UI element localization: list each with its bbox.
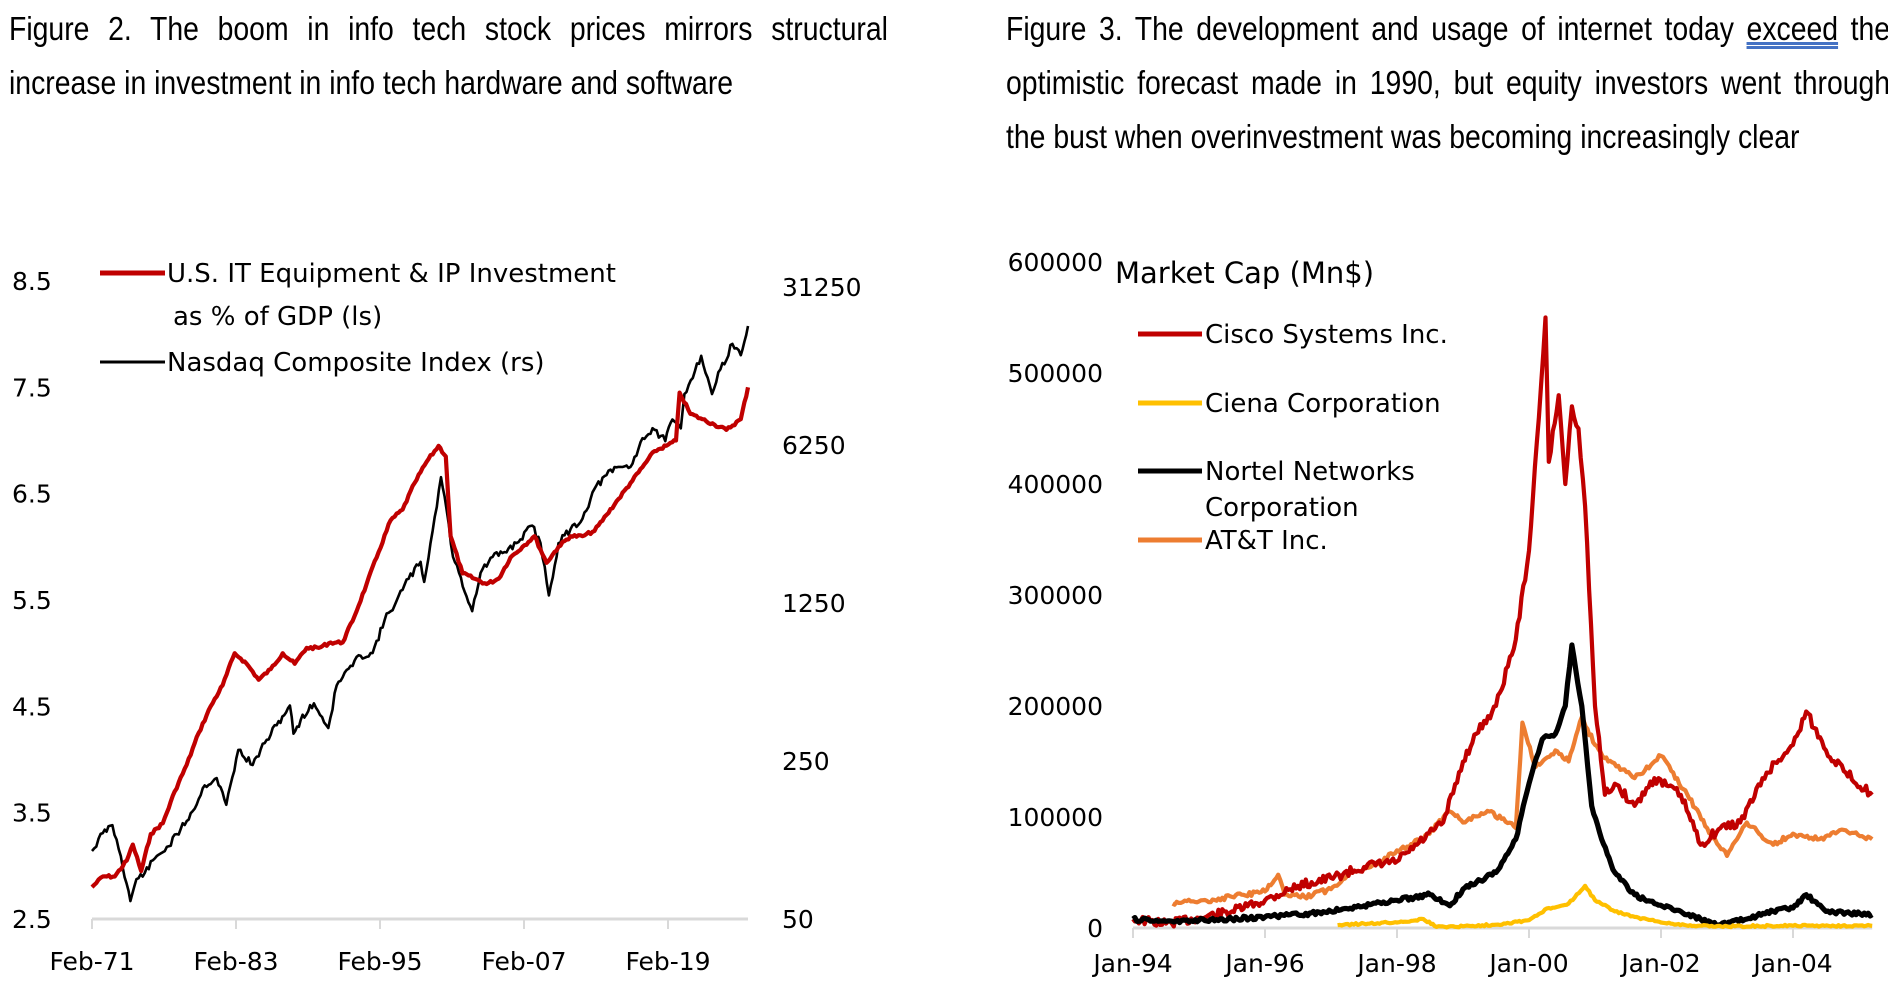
y-left-tick-label: 3.5 <box>12 799 52 828</box>
x-tick-label: Feb-71 <box>49 947 134 976</box>
y-tick-label: 600000 <box>1008 248 1103 277</box>
x-tick-label: Jan-98 <box>1355 949 1436 978</box>
series-line-att <box>1171 715 1874 907</box>
y-left-tick-label: 6.5 <box>12 480 52 509</box>
legend-label-nortel-line1: Nortel Networks <box>1205 457 1415 487</box>
x-tick-label: Feb-19 <box>625 947 710 976</box>
legend-label-nortel-line2: Corporation <box>1205 493 1359 523</box>
y-tick-label: 300000 <box>1008 581 1103 610</box>
y-tick-label: 200000 <box>1008 692 1103 721</box>
legend-label-it-investment-line2: as % of GDP (ls) <box>173 302 382 332</box>
x-tick-label: Jan-94 <box>1091 949 1172 978</box>
figure-2-caption-text: Figure 2. The boom in info tech stock pr… <box>9 10 888 101</box>
legend-label-it-investment-line1: U.S. IT Equipment & IP Investment <box>167 259 616 289</box>
y-tick-label: 500000 <box>1008 359 1103 388</box>
y-tick-label: 100000 <box>1008 803 1103 832</box>
y-right-tick-label: 1250 <box>782 589 846 618</box>
y-left-tick-label: 2.5 <box>12 905 52 934</box>
x-tick-label: Jan-00 <box>1487 949 1568 978</box>
y-axis-title: Market Cap (Mn$) <box>1115 256 1374 290</box>
y-right-tick-label: 50 <box>782 905 814 934</box>
series-line-cisco <box>1131 315 1874 929</box>
series-line-nasdaq <box>91 325 750 903</box>
y-left-tick-label: 8.5 <box>12 267 52 296</box>
series-line-nortel <box>1131 642 1874 929</box>
y-tick-label: 400000 <box>1008 470 1103 499</box>
series-line-ciena <box>1337 883 1873 930</box>
x-tick-label: Feb-95 <box>337 947 422 976</box>
x-tick-label: Jan-96 <box>1223 949 1304 978</box>
figure-3-caption-underlined-word: exceed <box>1746 10 1839 47</box>
figure-3-chart: Jan-94 Jan-96 Jan-98 Jan-00 Jan-02 Jan-04 6000… <box>1008 248 1874 978</box>
y-tick-label: 0 <box>1087 914 1103 943</box>
x-tick-label: Jan-04 <box>1751 949 1832 978</box>
x-tick-label: Feb-83 <box>193 947 278 976</box>
figure-3-caption-end: the optimistic forecast made in 1990, bu… <box>1006 10 1888 155</box>
series-line-it-investment <box>90 386 751 889</box>
figure-2-caption: Figure 2. The boom in info tech stock pr… <box>9 2 888 110</box>
y-left-tick-label: 7.5 <box>12 373 52 402</box>
y-left-tick-label: 4.5 <box>12 692 52 721</box>
x-tick-label: Feb-07 <box>481 947 566 976</box>
y-right-tick-label: 31250 <box>782 273 862 302</box>
figure-3-caption-start: Figure 3. The development and usage of i… <box>1006 10 1747 47</box>
legend-label-cisco: Cisco Systems Inc. <box>1205 320 1448 350</box>
legend-label-nasdaq: Nasdaq Composite Index (rs) <box>167 348 545 378</box>
figure-3-caption: Figure 3. The development and usage of i… <box>1006 2 1888 164</box>
legend-label-ciena: Ciena Corporation <box>1205 389 1441 419</box>
legend-label-att: AT&T Inc. <box>1205 526 1328 556</box>
y-right-tick-label: 250 <box>782 747 830 776</box>
x-tick-label: Jan-02 <box>1619 949 1700 978</box>
y-left-tick-label: 5.5 <box>12 586 52 615</box>
y-right-tick-label: 6250 <box>782 431 846 460</box>
figure-2-chart: Feb-71 Feb-83 Feb-95 Feb-07 Feb-19 8.5 7.5 6.5 5… <box>12 259 862 976</box>
